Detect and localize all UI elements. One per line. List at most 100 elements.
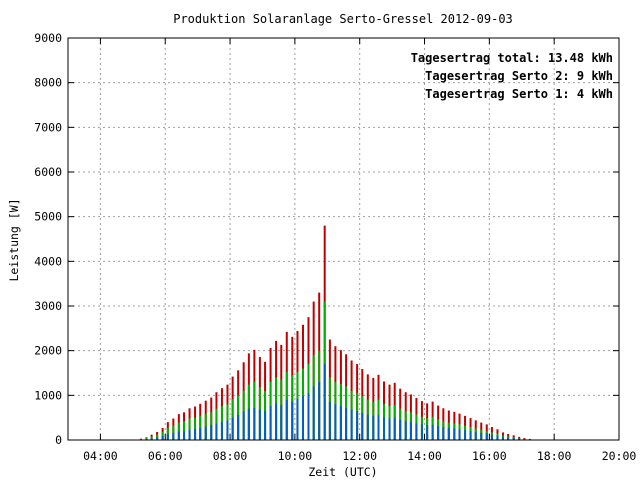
bar-serto2-5	[166, 427, 169, 440]
x-tick-label-5: 14:00	[407, 449, 442, 463]
legend-entry-2: Tagesertrag Serto 1: 4 kWh	[425, 87, 613, 101]
bar-serto1-19	[242, 411, 245, 440]
x-tick-label-0: 04:00	[83, 449, 118, 463]
bar-serto1-67	[501, 436, 504, 440]
bar-serto2-2	[150, 436, 153, 440]
bar-serto1-65	[490, 434, 493, 440]
x-tick-label-2: 08:00	[213, 449, 248, 463]
bar-serto2-4	[161, 431, 164, 440]
bar-serto1-48	[399, 419, 402, 440]
chart-title: Produktion Solaranlage Serto-Gressel 201…	[173, 12, 513, 26]
legend: Tagesertrag total: 13.48 kWh Tagesertrag …	[411, 51, 613, 101]
bar-serto1-11	[199, 427, 202, 440]
x-tick-label-1: 06:00	[148, 449, 183, 463]
bar-serto1-50	[409, 422, 412, 440]
bar-serto1-59	[458, 429, 461, 440]
bar-serto1-63	[480, 432, 483, 440]
bar-serto1-12	[204, 426, 207, 440]
bar-serto1-29	[296, 398, 299, 440]
y-tick-label-4: 4000	[34, 254, 62, 268]
bar-serto1-27	[285, 399, 288, 440]
bar-serto1-52	[420, 424, 423, 440]
bar-serto1-18	[237, 414, 240, 440]
bar-serto1-44	[377, 414, 380, 440]
bar-serto1-34	[323, 364, 326, 440]
bar-serto1-68	[507, 437, 510, 440]
bar-serto1-62	[474, 431, 477, 440]
bar-serto1-3	[156, 437, 159, 440]
legend-entry-0: Tagesertrag total: 13.48 kWh	[411, 51, 613, 65]
x-tick-label-8: 20:00	[602, 449, 637, 463]
bar-serto1-25	[275, 403, 278, 440]
x-axis-label: Zeit (UTC)	[308, 465, 377, 479]
bar-serto1-22	[258, 409, 261, 440]
bar-serto1-28	[291, 401, 294, 440]
bar-serto1-36	[334, 404, 337, 440]
bar-serto1-40	[356, 410, 359, 440]
y-tick-label-7: 7000	[34, 120, 62, 134]
bar-serto1-8	[183, 431, 186, 440]
bar-serto1-35	[328, 402, 331, 440]
bar-serto1-39	[350, 409, 353, 440]
bar-serto2-7	[177, 422, 180, 440]
bar-serto1-26	[280, 405, 283, 440]
bar-serto1-60	[464, 430, 467, 440]
bar-serto1-69	[512, 437, 515, 440]
bar-serto1-55	[437, 426, 440, 440]
bar-serto1-32	[312, 386, 315, 440]
bar-serto1-51	[415, 423, 418, 440]
x-tick-label-6: 16:00	[472, 449, 507, 463]
bar-serto1-49	[404, 421, 407, 440]
bar-serto1-20	[247, 408, 250, 440]
bars	[139, 225, 531, 440]
bar-serto1-31	[307, 393, 310, 440]
bar-serto1-43	[372, 415, 375, 440]
bar-serto1-15	[220, 422, 223, 440]
y-axis-label: Leistung [W]	[7, 198, 21, 281]
bar-serto1-5	[166, 434, 169, 440]
x-ticks: 04:00 06:00 08:00 10:00 12:00 14:00 16:00 18:00…	[83, 38, 636, 463]
bar-serto1-2	[150, 438, 153, 440]
plot-frame	[67, 37, 620, 441]
y-tick-label-3: 3000	[34, 299, 62, 313]
y-ticks: 0 1000 2000 3000 4000 5000 6000 7000 8000 9000	[34, 31, 619, 447]
bar-serto1-53	[426, 425, 429, 440]
y-tick-label-2: 2000	[34, 344, 62, 358]
bar-serto1-13	[210, 425, 213, 440]
y-tick-label-8: 8000	[34, 76, 62, 90]
bar-serto1-58	[453, 428, 456, 440]
bar-serto1-46	[388, 418, 391, 440]
bar-serto1-61	[469, 431, 472, 440]
bar-serto2-10	[194, 417, 197, 440]
y-tick-label-6: 6000	[34, 165, 62, 179]
bar-serto1-4	[161, 435, 164, 440]
bar-serto1-7	[177, 431, 180, 440]
y-tick-label-0: 0	[55, 433, 62, 447]
grid	[68, 38, 619, 440]
bar-serto1-45	[383, 417, 386, 440]
bar-serto1-21	[253, 407, 256, 440]
bar-serto1-42	[366, 414, 369, 440]
bar-serto1-70	[518, 438, 521, 440]
bar-serto1-23	[264, 410, 267, 440]
bar-serto1-17	[231, 417, 234, 440]
bar-serto1-24	[269, 406, 272, 440]
bar-serto1-30	[301, 396, 304, 440]
bar-serto1-56	[442, 427, 445, 440]
bar-serto1-41	[361, 412, 364, 440]
bar-serto1-9	[188, 429, 191, 440]
bar-serto2-9	[188, 418, 191, 440]
bar-serto1-37	[339, 406, 342, 440]
bar-serto1-57	[447, 427, 450, 440]
y-tick-label-1: 1000	[34, 388, 62, 402]
bar-serto1-33	[318, 381, 321, 440]
y-tick-label-9: 9000	[34, 31, 62, 45]
bar-serto1-64	[485, 433, 488, 440]
bar-serto1-16	[226, 420, 229, 440]
bar-serto1-10	[194, 428, 197, 440]
x-tick-label-4: 12:00	[342, 449, 377, 463]
legend-entry-1: Tagesertrag Serto 2: 9 kWh	[425, 69, 613, 83]
x-tick-label-7: 18:00	[537, 449, 572, 463]
x-tick-label-3: 10:00	[278, 449, 313, 463]
